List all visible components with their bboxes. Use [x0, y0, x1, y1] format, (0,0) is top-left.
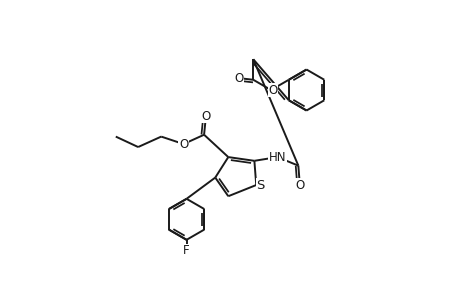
- Text: S: S: [256, 178, 264, 191]
- Text: O: O: [268, 83, 277, 97]
- Text: O: O: [295, 178, 304, 191]
- Text: O: O: [234, 72, 243, 85]
- Text: O: O: [179, 137, 188, 151]
- Text: F: F: [183, 244, 190, 257]
- Text: HN: HN: [268, 151, 285, 164]
- Text: O: O: [201, 110, 210, 123]
